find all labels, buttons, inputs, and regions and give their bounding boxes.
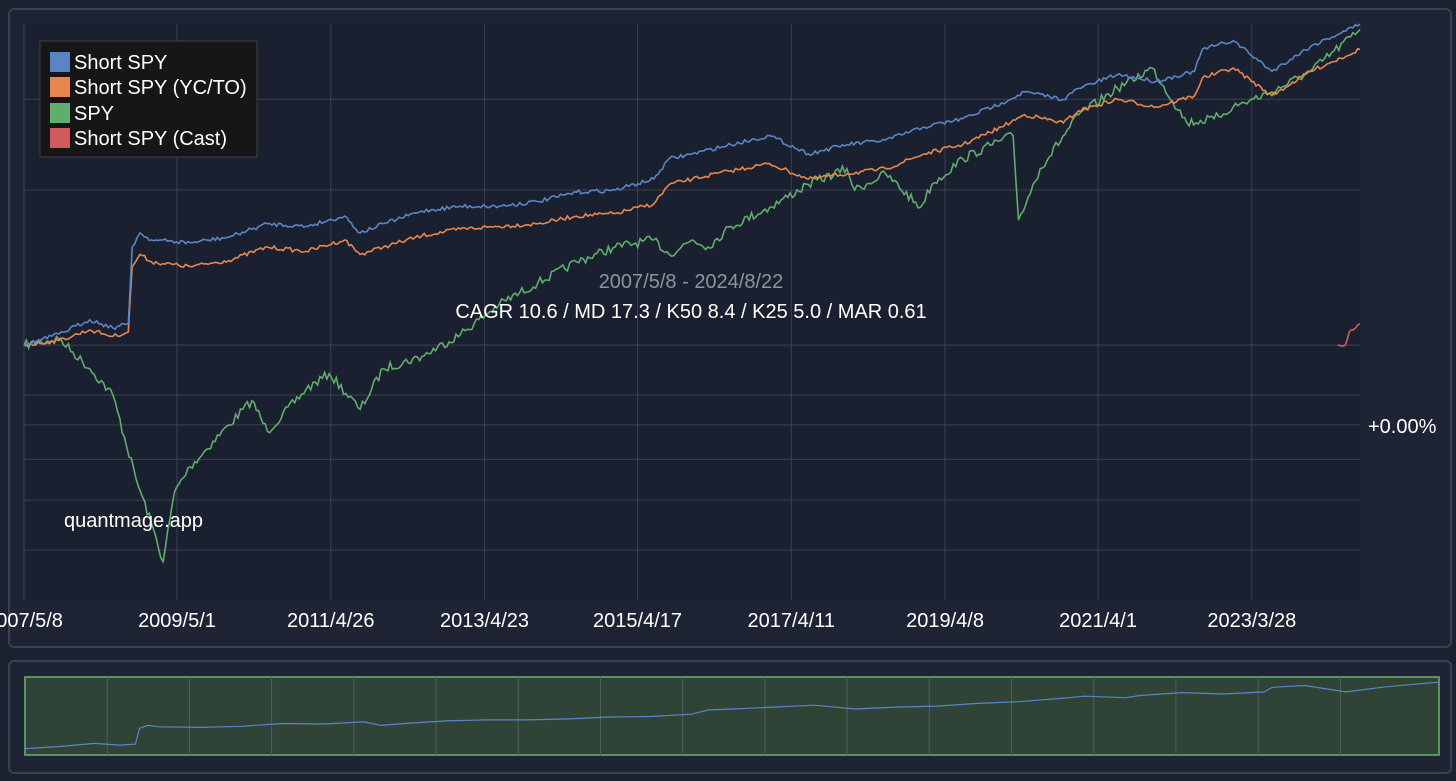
legend-label: Short SPY (Cast) <box>74 128 227 150</box>
series-line-short-spy-yc-to[interactable] <box>23 47 1361 347</box>
x-axis-ticks: 2007/5/8 2009/5/1 2011/4/26 2013/4/23 2015/4… <box>0 610 1296 632</box>
x-tick-label: 2019/4/8 <box>906 610 984 632</box>
legend: Short SPY Short SPY (YC/TO) SPY Short SP… <box>39 40 258 158</box>
legend-swatch <box>50 52 70 72</box>
legend-item-spy[interactable]: SPY <box>50 103 114 125</box>
legend-item-short-spy[interactable]: Short SPY <box>50 52 167 74</box>
legend-box <box>39 40 258 158</box>
legend-label: SPY <box>74 103 114 125</box>
x-tick-label: 2009/5/1 <box>138 610 216 632</box>
grid-lines <box>23 24 1360 600</box>
x-tick-label: 2023/3/28 <box>1207 610 1296 632</box>
legend-item-short-spy-cast[interactable]: Short SPY (Cast) <box>50 128 227 150</box>
x-tick-label: 2011/4/26 <box>287 610 375 632</box>
series-line-short-spy-cast[interactable] <box>1337 323 1361 348</box>
watermark: quantmage.app <box>64 510 203 532</box>
nav-series-line <box>24 681 1440 750</box>
legend-label: Short SPY (YC/TO) <box>74 77 247 99</box>
date-range-label: 2007/5/8 - 2024/8/22 <box>599 271 784 293</box>
navigator-series <box>24 681 1440 750</box>
navigator[interactable] <box>24 676 1440 756</box>
legend-swatch <box>50 103 70 123</box>
series-lines <box>23 23 1361 564</box>
legend-item-short-spy-yc-to[interactable]: Short SPY (YC/TO) <box>50 77 247 99</box>
legend-swatch <box>50 77 70 97</box>
last-value-label: +0.00% <box>1368 416 1437 438</box>
x-tick-label: 2007/5/8 <box>0 610 63 632</box>
navigator-grid <box>106 677 1341 755</box>
x-tick-label: 2015/4/17 <box>593 610 682 632</box>
legend-label: Short SPY <box>74 52 167 74</box>
stats-label: CAGR 10.6 / MD 17.3 / K50 8.4 / K25 5.0 … <box>455 301 926 323</box>
x-tick-label: 2017/4/11 <box>748 610 836 632</box>
series-line-short-spy[interactable] <box>23 23 1361 346</box>
navigator-window[interactable] <box>24 676 1440 756</box>
legend-swatch <box>50 128 70 148</box>
x-tick-label: 2021/4/1 <box>1059 610 1137 632</box>
x-tick-label: 2013/4/23 <box>440 610 529 632</box>
